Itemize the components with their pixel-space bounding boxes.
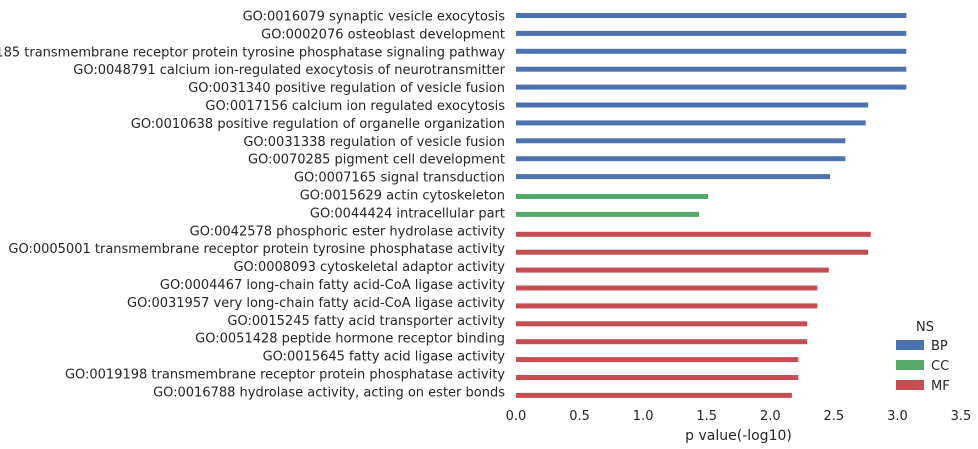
category-label: GO:0017156 calcium ion regulated exocyto…	[205, 99, 505, 114]
bar	[516, 156, 846, 162]
bar	[516, 66, 907, 72]
bar	[516, 211, 700, 217]
legend: NS BP CC MF	[896, 320, 950, 394]
category-label: GO:0010638 positive regulation of organe…	[131, 117, 505, 132]
bar	[516, 249, 869, 255]
bar	[516, 84, 907, 90]
x-tick-label: 1.0	[633, 409, 654, 424]
category-label: GO:0007185 transmembrane receptor protei…	[0, 45, 505, 60]
category-label: GO:0004467 long-chain fatty acid-CoA lig…	[160, 278, 505, 293]
x-tick-label: 0.0	[506, 409, 527, 424]
bar	[516, 375, 799, 380]
legend-swatch	[896, 360, 924, 370]
legend-entries: BP CC MF	[896, 339, 950, 394]
bar	[516, 303, 818, 309]
legend-title: NS	[916, 320, 934, 335]
x-axis-label: p value(-log10)	[685, 428, 792, 444]
bars-layer	[516, 13, 907, 398]
category-label: GO:0019198 transmembrane receptor protei…	[65, 368, 505, 383]
category-label: GO:0044424 intracellular part	[310, 206, 505, 221]
bar	[516, 285, 818, 291]
category-label: GO:0042578 phosphoric ester hydrolase ac…	[190, 224, 506, 239]
category-label: GO:0031340 positive regulation of vesicl…	[188, 81, 505, 96]
bar	[516, 13, 907, 18]
legend-label: BP	[931, 339, 948, 354]
legend-label: CC	[931, 359, 949, 374]
category-label: GO:0008093 cytoskeletal adaptor activity	[233, 260, 505, 275]
bar	[516, 339, 808, 345]
category-label: GO:0016079 synaptic vesicle exocytosis	[243, 10, 506, 25]
legend-swatch	[896, 340, 924, 350]
category-label: GO:0048791 calcium ion-regulated exocyto…	[73, 63, 505, 78]
bar	[516, 48, 907, 54]
category-label: GO:0031338 regulation of vesicle fusion	[243, 135, 505, 150]
x-axis: 0.0 0.5 1.0 1.5 2.0 2.5 3.0 3.5	[506, 409, 972, 424]
category-label: GO:0007165 signal transduction	[294, 171, 505, 186]
x-tick-label: 0.5	[569, 409, 590, 424]
bar	[516, 231, 871, 237]
bar	[516, 357, 799, 363]
category-label: GO:0031957 very long-chain fatty acid-Co…	[127, 296, 505, 311]
bar	[516, 174, 831, 180]
category-label: GO:0002076 osteoblast development	[261, 27, 505, 42]
x-tick-label: 2.0	[760, 409, 781, 424]
category-labels: GO:0016079 synaptic vesicle exocytosis GO…	[0, 10, 506, 401]
bar	[516, 321, 808, 327]
category-label: GO:0016788 hydrolase activity, acting on…	[153, 385, 505, 400]
category-label: GO:0051428 peptide hormone receptor bind…	[195, 332, 505, 347]
bar	[516, 138, 846, 144]
bar	[516, 267, 829, 273]
bar	[516, 102, 869, 108]
category-label: GO:0015245 fatty acid transporter activi…	[227, 314, 505, 329]
category-label: GO:0015645 fatty acid ligase activity	[263, 350, 506, 365]
category-label: GO:0005001 transmembrane receptor protei…	[8, 242, 505, 257]
x-tick-label: 1.5	[696, 409, 717, 424]
category-label: GO:0015629 actin cytoskeleton	[300, 189, 505, 204]
bar	[516, 392, 792, 398]
bar	[516, 30, 907, 36]
bar	[516, 120, 866, 126]
legend-swatch	[896, 380, 924, 390]
bar	[516, 194, 708, 199]
x-tick-label: 3.5	[951, 409, 972, 424]
x-tick-label: 3.0	[887, 409, 908, 424]
x-tick-label: 2.5	[824, 409, 845, 424]
legend-label: MF	[931, 379, 950, 394]
category-label: GO:0070285 pigment cell development	[248, 153, 505, 168]
